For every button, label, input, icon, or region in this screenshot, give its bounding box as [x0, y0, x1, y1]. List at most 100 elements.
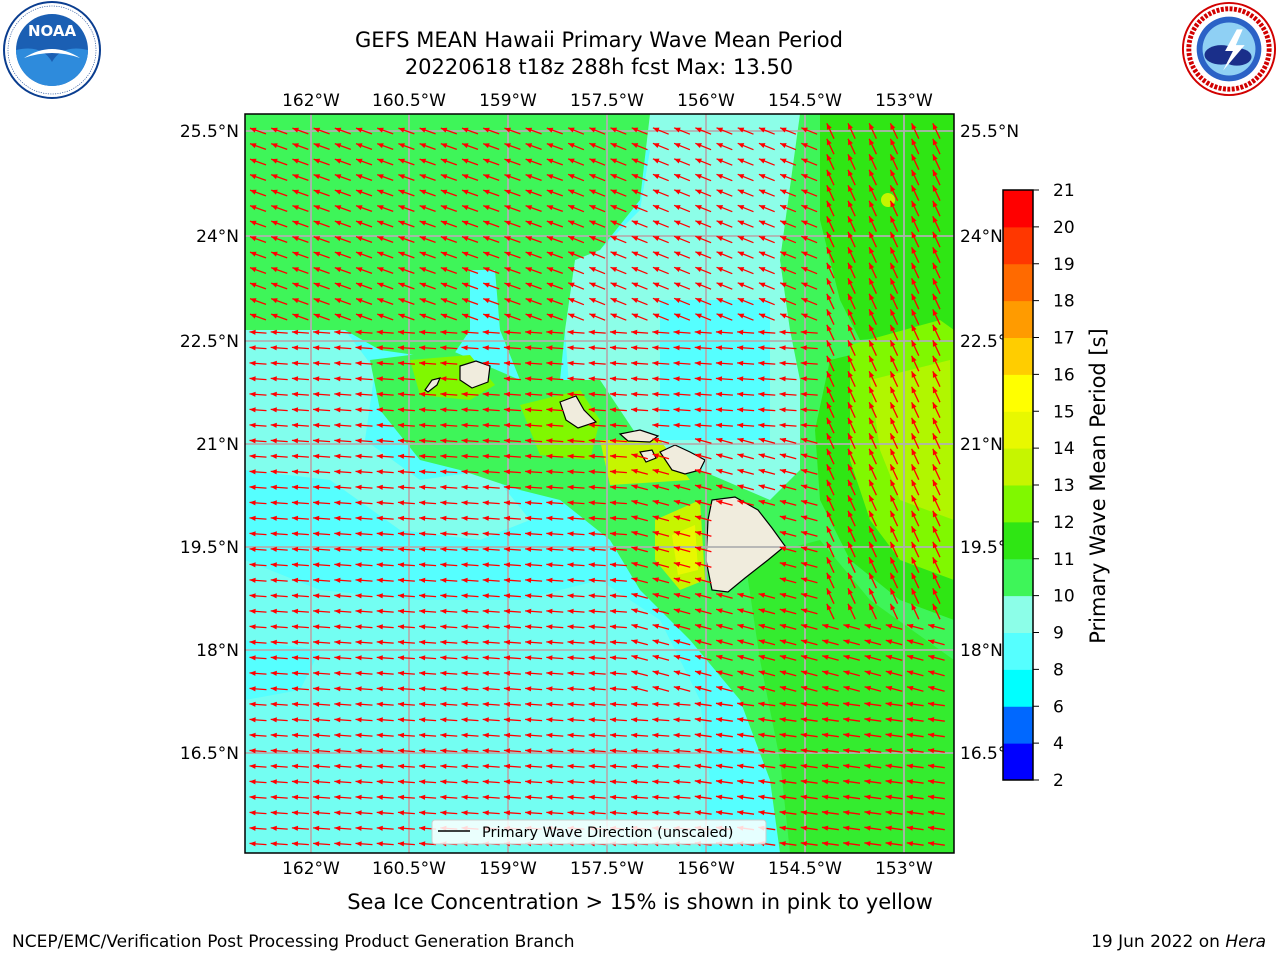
wave-arrow: [801, 173, 818, 182]
wave-arrow: [715, 794, 733, 800]
wave-arrow: [673, 763, 691, 769]
wave-arrow: [716, 235, 733, 244]
wave-arrow: [397, 469, 415, 475]
wave-arrow: [355, 313, 373, 321]
wave-arrow: [525, 142, 542, 151]
wave-arrow: [652, 173, 669, 182]
wave-arrow: [716, 654, 733, 661]
wave-arrow: [376, 345, 394, 351]
wave-arrow: [461, 313, 479, 321]
wave-arrow: [868, 495, 877, 511]
wave-arrow: [440, 593, 458, 599]
wave-arrow: [609, 562, 627, 568]
wave-arrow: [440, 794, 458, 800]
wave-arrow: [758, 499, 776, 506]
wave-arrow: [461, 562, 479, 568]
wave-arrow: [292, 220, 309, 228]
wave-arrow: [826, 448, 835, 465]
wave-arrow: [826, 495, 835, 511]
wave-arrow: [249, 469, 267, 475]
wave-arrow: [440, 639, 458, 645]
wave-arrow: [610, 173, 627, 182]
wave-arrow: [609, 546, 627, 552]
wave-arrow: [801, 297, 818, 306]
wave-arrow: [716, 204, 733, 213]
wave-arrow: [376, 220, 394, 228]
nws-logo-icon: [1181, 1, 1277, 97]
wave-arrow: [779, 235, 797, 244]
wave-arrow: [758, 685, 776, 692]
wave-arrow: [911, 185, 920, 201]
wave-arrow: [249, 407, 267, 413]
wave-arrow: [398, 235, 415, 244]
wave-arrow: [525, 329, 543, 335]
wave-arrow: [868, 247, 877, 263]
wave-arrow: [779, 841, 797, 847]
wave-arrow: [291, 763, 309, 769]
wave-arrow: [652, 748, 670, 754]
wave-arrow: [355, 142, 373, 151]
wave-arrow: [906, 654, 924, 661]
wave-arrow: [249, 484, 267, 490]
wave-arrow: [779, 437, 797, 444]
wave-arrow: [461, 732, 479, 738]
wave-arrow: [609, 670, 627, 676]
wave-arrow: [673, 592, 691, 599]
wave-arrow: [567, 763, 585, 769]
wave-arrow: [376, 235, 394, 244]
wave-arrow: [928, 685, 945, 692]
wave-arrow: [779, 391, 797, 397]
wave-arrow: [355, 266, 373, 275]
wave-arrow: [716, 468, 733, 475]
wave-arrow: [355, 701, 373, 707]
wave-arrow: [525, 531, 543, 537]
wave-arrow: [737, 127, 754, 135]
wave-arrow: [885, 654, 903, 661]
wave-arrow: [631, 654, 648, 661]
wave-arrow: [461, 173, 479, 182]
wave-arrow: [376, 142, 394, 151]
wave-arrow: [800, 763, 818, 769]
wave-arrow: [737, 173, 754, 182]
wave-arrow: [461, 127, 479, 135]
footer-host: Hera: [1225, 932, 1266, 952]
wave-arrow: [843, 732, 861, 738]
wave-arrow: [588, 391, 606, 397]
wave-arrow: [546, 593, 564, 599]
wave-arrow: [482, 453, 500, 459]
wave-arrow: [546, 686, 564, 692]
wave-arrow: [546, 779, 564, 785]
wave-arrow: [610, 313, 627, 321]
wave-arrow: [419, 313, 436, 321]
colorbar-tick-label: 9: [1053, 624, 1064, 644]
wave-arrow: [525, 593, 543, 599]
wave-arrow: [291, 794, 309, 800]
wave-arrow: [249, 732, 267, 738]
wave-arrow: [546, 624, 564, 630]
wave-arrow: [847, 138, 856, 155]
wave-arrow: [397, 329, 415, 335]
wave-arrow: [652, 189, 669, 197]
wave-arrow: [567, 204, 585, 213]
wave-arrow: [779, 810, 797, 816]
wave-arrow: [334, 686, 352, 692]
wave-arrow: [695, 142, 712, 151]
wave-arrow: [313, 655, 331, 661]
wave-arrow: [889, 541, 899, 558]
wave-arrow: [482, 360, 500, 366]
wave-arrow: [652, 360, 670, 366]
wave-arrow: [758, 313, 775, 321]
wave-arrow: [313, 562, 331, 568]
wave-arrow: [440, 624, 458, 630]
wave-arrow: [737, 251, 754, 259]
wave-arrow: [868, 278, 877, 294]
wave-arrow: [631, 468, 648, 475]
wave-arrow: [911, 526, 920, 542]
wave-arrow: [716, 127, 733, 135]
wave-arrow: [461, 670, 479, 676]
wave-arrow: [588, 422, 606, 428]
wave-arrow: [397, 670, 415, 676]
wave-arrow: [419, 624, 437, 630]
wave-arrow: [525, 453, 543, 459]
